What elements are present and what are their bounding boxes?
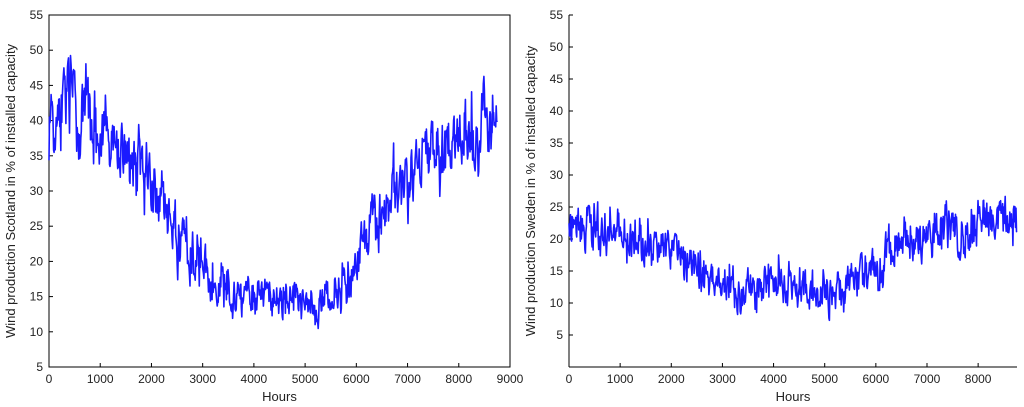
scotland-x-tick-label: 4000 [241, 372, 268, 386]
scotland-x-tick-label: 0 [46, 372, 53, 386]
scotland-y-tick-label: 20 [30, 254, 44, 268]
sweden-y-tick-label: 20 [550, 232, 564, 246]
sweden-x-tick-label: 1000 [607, 372, 634, 386]
scotland-y-tick-label: 25 [30, 219, 44, 233]
sweden-y-tick-label: 55 [550, 8, 564, 22]
sweden-y-tick-label: 5 [556, 328, 563, 342]
sweden-x-tick-label: 4000 [760, 372, 787, 386]
sweden-x-axis-label: Hours [776, 389, 811, 404]
scotland-y-tick-label: 50 [30, 43, 44, 57]
scotland-y-tick-label: 15 [30, 290, 44, 304]
sweden-y-tick-label: 25 [550, 200, 564, 214]
sweden-y-tick-label: 40 [550, 104, 564, 118]
sweden-x-tick-label: 5000 [811, 372, 838, 386]
scotland-y-tick-label: 10 [30, 325, 44, 339]
sweden-x-tick-label: 8000 [965, 372, 992, 386]
sweden-x-tick-label: 2000 [658, 372, 685, 386]
sweden-x-tick-label: 0 [566, 372, 573, 386]
scotland-x-tick-label: 9000 [497, 372, 524, 386]
scotland-y-tick-label: 30 [30, 184, 44, 198]
scotland-y-tick-label: 40 [30, 114, 44, 128]
sweden-y-axis-label: Wind production Sweden in % of installed… [523, 45, 538, 336]
scotland-y-tick-label: 35 [30, 149, 44, 163]
scotland-x-tick-label: 2000 [138, 372, 165, 386]
sweden-y-tick-label: 35 [550, 136, 564, 150]
sweden-y-tick-label: 30 [550, 168, 564, 182]
sweden-x-tick-label: 7000 [914, 372, 941, 386]
sweden-y-tick-label: 45 [550, 72, 564, 86]
scotland-series-line [48, 54, 498, 330]
scotland-x-tick-label: 1000 [87, 372, 114, 386]
scotland-x-tick-label: 5000 [292, 372, 319, 386]
scotland-x-axis-label: Hours [262, 389, 297, 404]
scotland-plot-frame [48, 14, 511, 368]
scotland-x-tick-label: 8000 [445, 372, 472, 386]
sweden-y-tick-label: 50 [550, 40, 564, 54]
sweden-y-tick-label: 10 [550, 296, 564, 310]
scotland-y-tick-label: 45 [30, 78, 44, 92]
scotland-y-tick-label: 5 [36, 360, 43, 374]
sweden-x-tick-label: 3000 [709, 372, 736, 386]
scotland-x-tick-label: 3000 [189, 372, 216, 386]
sweden-x-tick-label: 6000 [862, 372, 889, 386]
scotland-y-tick-label: 55 [30, 8, 44, 22]
sweden-series-line [568, 195, 1018, 322]
scotland-x-tick-label: 7000 [394, 372, 421, 386]
scotland-x-tick-label: 6000 [343, 372, 370, 386]
scotland-y-axis-label: Wind production Scotland in % of install… [3, 43, 18, 338]
sweden-y-tick-label: 15 [550, 264, 564, 278]
